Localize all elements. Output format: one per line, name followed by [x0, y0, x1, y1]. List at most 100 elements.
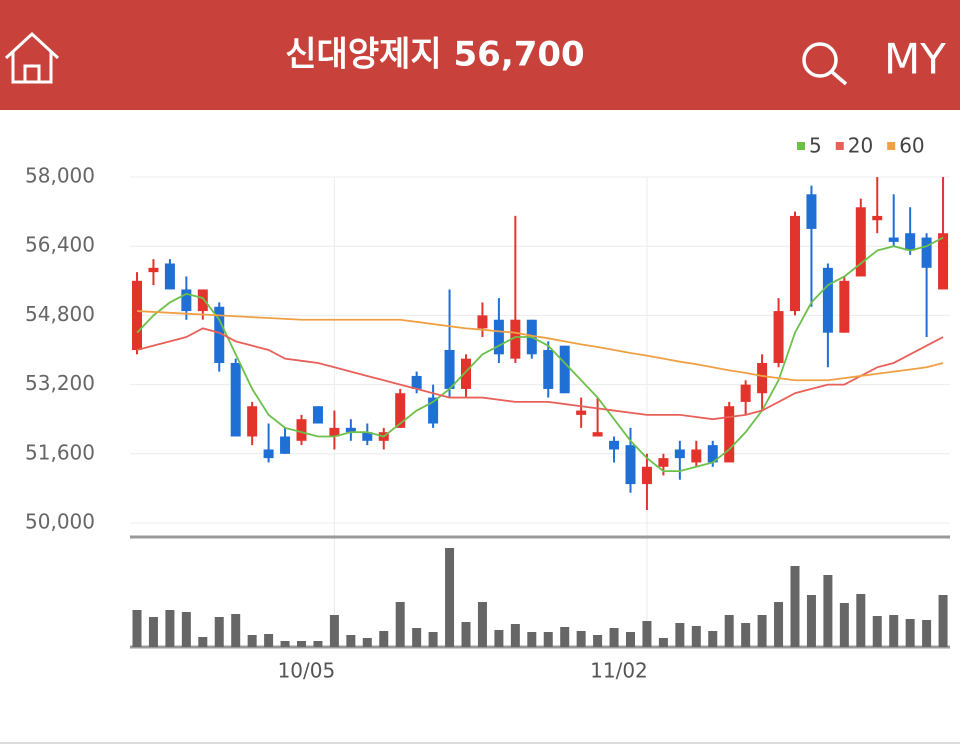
moving-average-line — [136, 236, 944, 472]
volume-bar — [477, 602, 487, 647]
volume-bar — [181, 612, 191, 647]
y-tick-label: 53,200 — [25, 371, 95, 395]
candle-body — [493, 319, 504, 355]
volume-bar — [724, 615, 734, 647]
volume-bar — [148, 617, 158, 647]
candle-body — [132, 280, 142, 350]
candle-body — [461, 358, 471, 389]
volume-bar — [790, 566, 800, 647]
volume-bar — [428, 632, 438, 647]
volume-bar — [362, 638, 372, 647]
volume-bar — [708, 631, 718, 647]
volume-bar — [165, 610, 175, 647]
volume-bar — [889, 615, 899, 647]
candle-body — [428, 397, 439, 424]
volume-bar — [132, 610, 142, 647]
candle-body — [263, 449, 274, 459]
volume-bar — [806, 595, 816, 647]
volume-bar — [346, 635, 356, 647]
volume-bar — [231, 614, 241, 647]
y-tick-label: 56,400 — [25, 233, 95, 257]
volume-bar — [922, 620, 932, 647]
candle-body — [329, 427, 340, 437]
candle-body — [444, 350, 455, 389]
candle-body — [724, 406, 735, 463]
y-tick-label: 58,000 — [25, 164, 95, 188]
legend-swatch — [835, 142, 844, 150]
candle-body — [658, 458, 669, 467]
candle-body — [148, 267, 159, 273]
volume-bar — [741, 623, 751, 647]
volume-bar — [593, 635, 603, 647]
volume-bar — [658, 638, 668, 647]
header-bar — [0, 0, 960, 110]
candle-body — [395, 393, 406, 428]
volume-bar — [461, 622, 471, 647]
candle-body — [411, 375, 422, 389]
candle-body — [921, 237, 932, 268]
volume-bar — [609, 628, 619, 647]
search-button[interactable] — [802, 42, 848, 86]
volume-bar — [823, 575, 833, 647]
volume-bar — [642, 621, 652, 647]
volume-bar — [675, 623, 685, 647]
candle-body — [164, 263, 175, 290]
candle-body — [855, 207, 866, 277]
volume-bar — [280, 641, 290, 647]
volume-bar — [445, 548, 455, 647]
volume-bar — [543, 632, 553, 647]
candle-body — [247, 406, 258, 437]
legend-swatch — [797, 142, 805, 150]
volume-bar — [856, 594, 866, 647]
candle-body — [790, 215, 800, 312]
home-button[interactable] — [4, 31, 60, 84]
x-tick-label: 11/02 — [590, 659, 648, 683]
volume-bar — [560, 627, 570, 647]
volume-bar — [757, 615, 767, 647]
y-tick-label: 51,600 — [25, 440, 95, 464]
candle-body — [888, 237, 899, 242]
candle-body — [839, 280, 850, 333]
volume-bar — [264, 634, 274, 647]
candle-body — [197, 289, 208, 312]
volume-bar — [214, 617, 224, 647]
candle-body — [312, 406, 323, 424]
candle-body — [345, 427, 356, 433]
y-tick-label: 54,800 — [25, 302, 95, 326]
legend-label: 20 — [848, 134, 873, 158]
candle-body — [362, 432, 373, 441]
y-tick-label: 50,000 — [25, 510, 95, 534]
candle-body — [757, 362, 768, 394]
volume-bar — [313, 641, 323, 647]
candle-body — [609, 440, 620, 450]
volume-bar — [839, 603, 849, 647]
volume-bar — [379, 631, 389, 647]
search-icon-handle — [830, 70, 848, 86]
volume-bar — [691, 626, 701, 647]
candle-body — [806, 194, 817, 229]
legend-label: 5 — [809, 134, 822, 158]
candle-body — [872, 215, 883, 221]
volume-bar — [297, 641, 306, 647]
volume-bar — [774, 602, 784, 647]
volume-bar — [412, 628, 422, 647]
candle-body — [280, 436, 291, 454]
candle-body — [592, 432, 603, 437]
volume-bar — [247, 635, 257, 647]
candle-body — [576, 410, 587, 415]
legend-label: 60 — [899, 134, 924, 158]
candle-body — [296, 419, 307, 441]
volume-bar — [395, 602, 405, 647]
candle-body — [625, 445, 636, 485]
my-button[interactable]: MY — [884, 35, 946, 84]
candle-body — [641, 466, 652, 485]
page-title: 신대양제지 56,700 — [285, 35, 584, 75]
volume-bar — [872, 616, 882, 647]
moving-average-line — [136, 310, 944, 382]
home-icon — [4, 31, 60, 84]
volume-bar — [329, 615, 339, 647]
candle-body — [181, 289, 192, 312]
volume-bar — [198, 637, 208, 647]
legend-swatch — [887, 142, 896, 150]
